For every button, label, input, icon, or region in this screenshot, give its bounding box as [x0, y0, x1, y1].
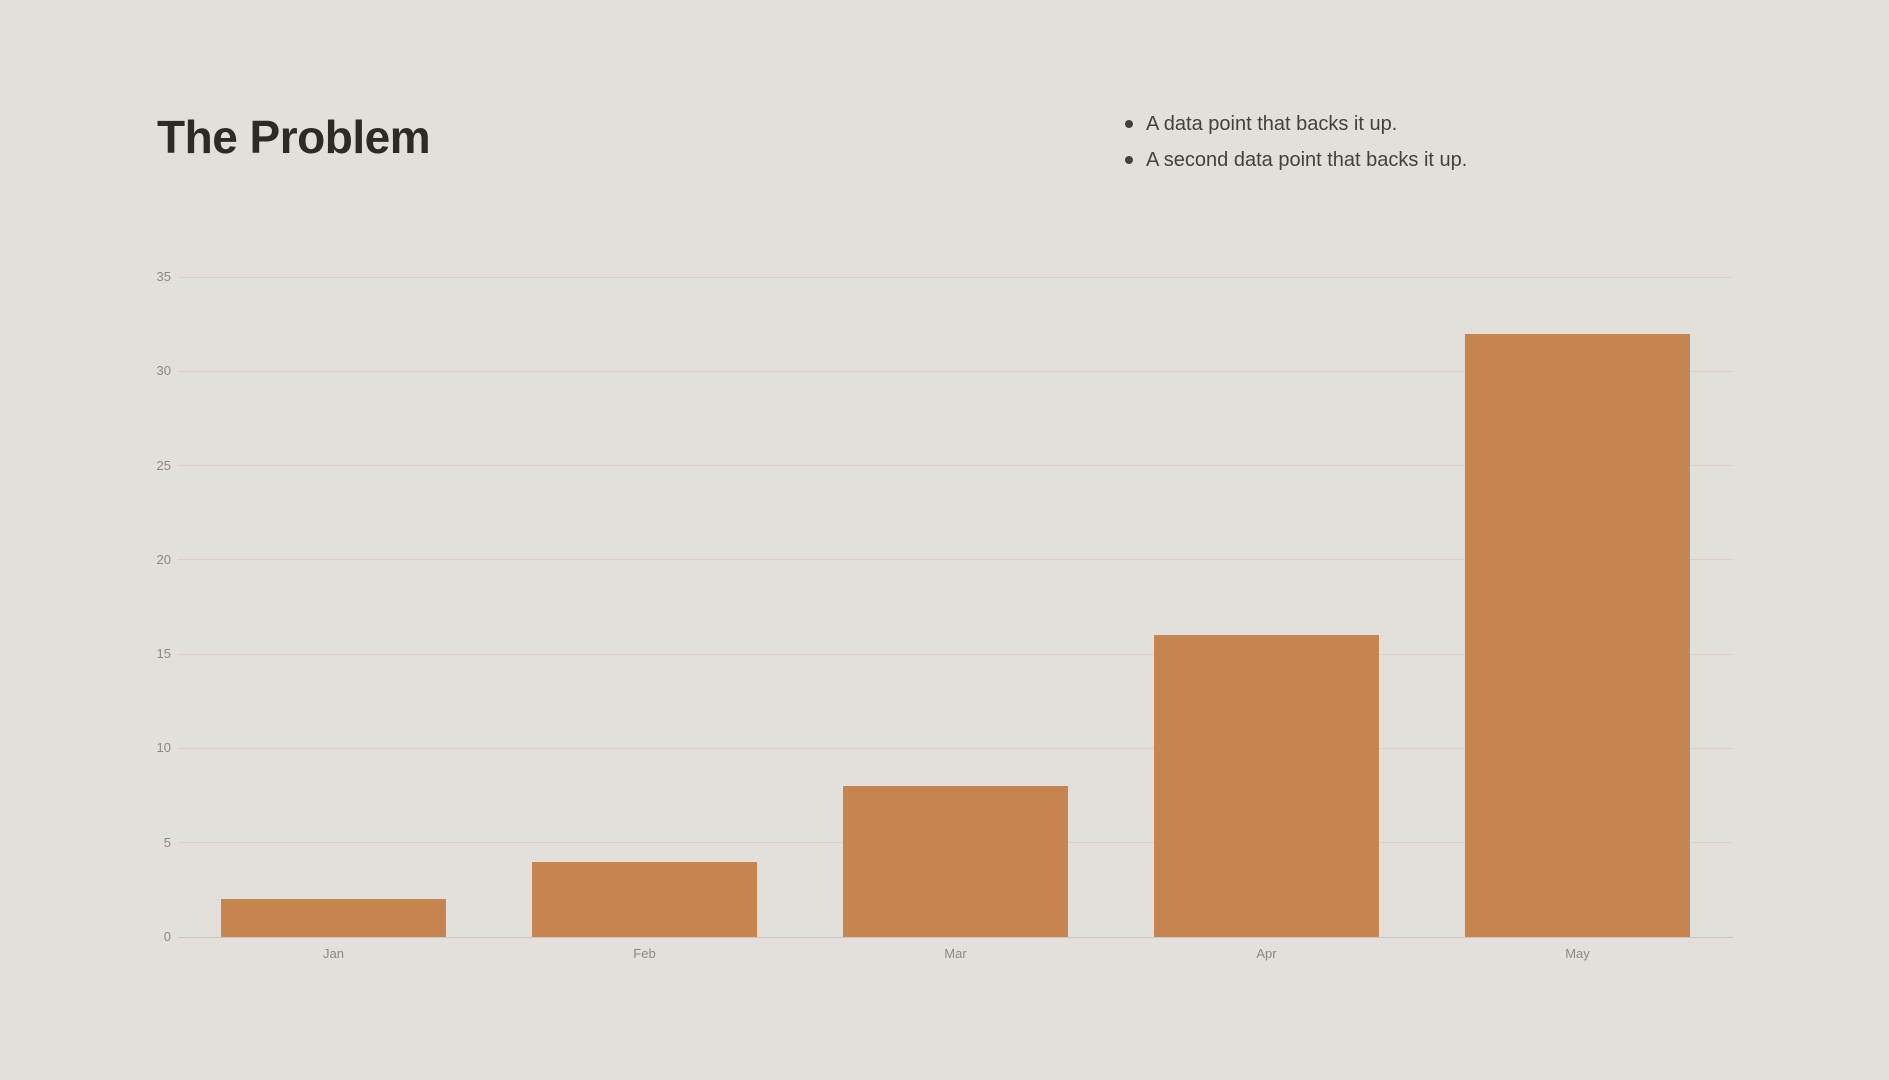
- bullet-dot-icon: [1125, 120, 1133, 128]
- bar-may: [1465, 333, 1690, 937]
- bar-feb: [532, 861, 757, 937]
- gridline: [178, 653, 1733, 655]
- y-axis-tick-label: 0: [163, 929, 171, 944]
- x-axis-label-feb: Feb: [633, 946, 656, 961]
- bar-apr: [1154, 635, 1379, 937]
- bullet-item: A data point that backs it up.: [1125, 106, 1467, 142]
- bar-mar: [843, 786, 1068, 937]
- gridline: [178, 559, 1733, 561]
- y-axis-tick-label: 30: [156, 363, 171, 379]
- x-axis-label-mar: Mar: [944, 946, 967, 961]
- y-axis-tick-label: 15: [156, 646, 171, 662]
- y-axis-tick-label: 25: [156, 457, 171, 473]
- y-axis-tick-label: 35: [156, 269, 171, 284]
- gridline: [178, 747, 1733, 749]
- bullet-list: A data point that backs it up. A second …: [1125, 106, 1467, 178]
- x-axis-baseline: [178, 936, 1733, 938]
- bullet-text: A data point that backs it up.: [1146, 112, 1398, 135]
- x-axis-label-jan: Jan: [323, 946, 344, 961]
- x-axis-label-apr: Apr: [1256, 946, 1277, 961]
- gridline: [178, 465, 1733, 467]
- gridline: [178, 370, 1733, 372]
- x-axis-label-may: May: [1565, 946, 1590, 961]
- gridline: [178, 276, 1733, 278]
- bullet-item: A second data point that backs it up.: [1125, 142, 1467, 178]
- bar-jan: [221, 899, 446, 937]
- y-axis-tick-label: 20: [156, 551, 171, 567]
- bullet-text: A second data point that backs it up.: [1146, 148, 1468, 171]
- y-axis-tick-label: 10: [156, 740, 171, 756]
- bullet-dot-icon: [1125, 156, 1133, 164]
- y-axis-tick-label: 5: [163, 834, 171, 850]
- slide-title: The Problem: [157, 111, 431, 163]
